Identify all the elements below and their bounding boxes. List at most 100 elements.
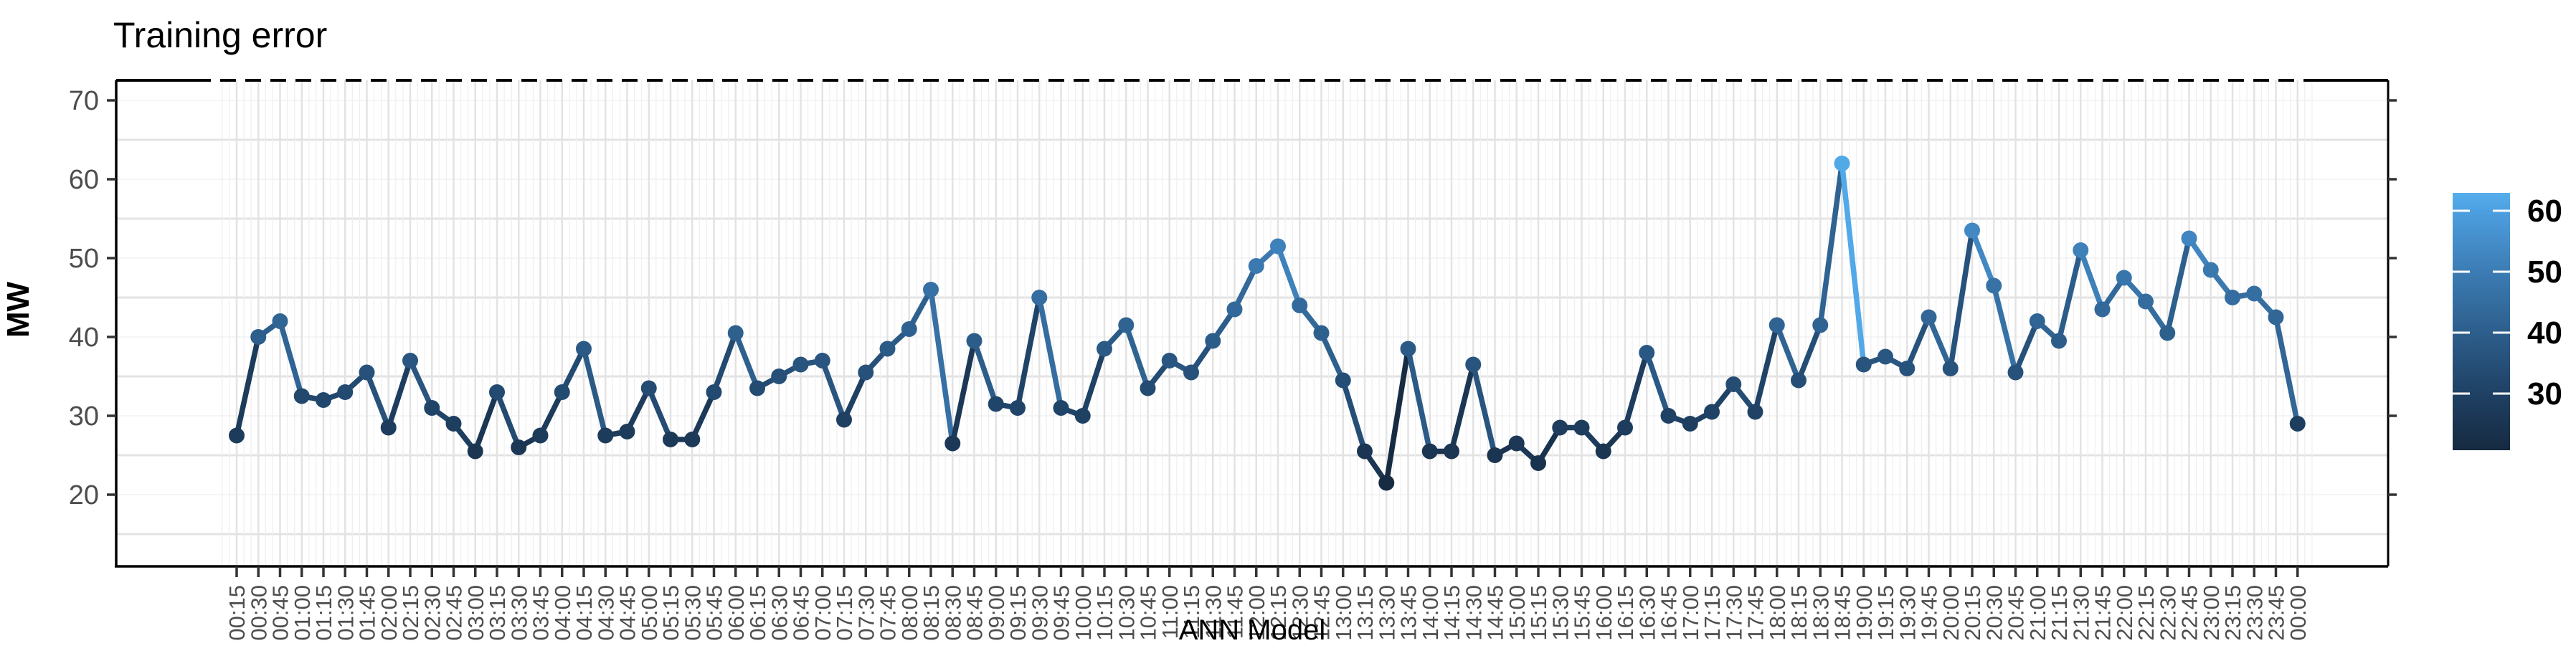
x-tick-label: 23:30	[2242, 585, 2267, 641]
legend-gradient-bar	[2453, 193, 2510, 450]
data-point	[229, 427, 245, 444]
x-tick-label: 01:45	[355, 585, 380, 641]
x-tick-label: 04:30	[593, 585, 618, 641]
data-point	[1595, 443, 1611, 460]
line-segment	[841, 369, 868, 423]
y-tick-label: 20	[69, 480, 99, 510]
line-segment	[1449, 361, 1476, 455]
line-segment	[2078, 247, 2106, 313]
x-tick-label: 23:15	[2220, 585, 2245, 641]
legend-tick-label: 40	[2527, 315, 2562, 351]
data-point	[532, 427, 549, 444]
data-point	[489, 384, 505, 400]
line-segment	[1644, 350, 1672, 419]
line-segment	[407, 358, 435, 411]
data-point	[1292, 298, 1308, 313]
data-point	[402, 353, 418, 368]
x-tick-label: 05:15	[658, 585, 683, 641]
data-point	[1942, 361, 1959, 376]
x-tick-label: 12:45	[1310, 585, 1335, 641]
x-tick-label: 16:15	[1613, 585, 1638, 641]
data-point	[1573, 419, 1590, 436]
x-tick-label: 05:30	[680, 585, 705, 641]
line-segment	[1470, 361, 1498, 458]
data-point	[424, 400, 440, 416]
x-axis-title: ANN Model	[1179, 614, 1326, 646]
line-segment	[624, 385, 652, 434]
line-segment	[711, 330, 739, 395]
x-tick-label: 09:45	[1049, 585, 1074, 641]
data-point	[771, 368, 787, 384]
data-point	[836, 412, 852, 428]
data-point	[1465, 356, 1482, 373]
legend-tick-label: 50	[2527, 255, 2562, 290]
data-point	[337, 384, 354, 400]
x-tick-label: 23:00	[2199, 585, 2224, 641]
data-point	[619, 424, 635, 439]
x-tick-label: 01:00	[290, 585, 315, 641]
data-point	[1899, 361, 1916, 376]
data-point	[1074, 408, 1091, 424]
data-point	[1725, 376, 1742, 392]
data-point	[966, 333, 982, 349]
data-point	[1986, 277, 2002, 294]
line-segment	[277, 318, 305, 399]
line-segment	[733, 330, 760, 391]
line-segment	[1231, 263, 1259, 313]
data-point	[1378, 475, 1395, 491]
data-point	[1053, 400, 1069, 416]
panel-border	[115, 79, 2390, 568]
x-tick-label: 22:30	[2155, 585, 2180, 641]
y-tick-label: 60	[69, 165, 99, 195]
x-tick-label: 11:30	[1201, 585, 1226, 639]
x-tick-label: 13:30	[1374, 585, 1399, 641]
x-tick-label: 16:30	[1634, 585, 1659, 641]
x-tick-label: 10:15	[1092, 585, 1117, 641]
line-segment	[689, 389, 717, 442]
x-tick-label: 13:15	[1353, 585, 1378, 641]
x-tick-label: 15:15	[1526, 585, 1551, 641]
data-point	[1617, 419, 1633, 436]
x-tick-label: 18:15	[1786, 585, 1812, 641]
line-segment	[646, 385, 673, 442]
x-tick-label: 21:00	[2025, 585, 2050, 641]
line-segment	[2164, 235, 2192, 336]
chart-title: Training error	[113, 15, 327, 55]
x-tick-label: 05:45	[702, 585, 727, 641]
data-point	[640, 380, 657, 396]
data-point	[1335, 372, 1351, 389]
x-tick-label: 12:30	[1287, 585, 1312, 641]
x-tick-label: 17:45	[1743, 585, 1768, 641]
data-point	[2289, 416, 2306, 432]
data-point	[2246, 285, 2263, 302]
x-tick-label: 11:00	[1157, 585, 1183, 639]
line-segment	[234, 334, 261, 439]
data-point	[663, 432, 678, 447]
data-point	[1183, 364, 1199, 381]
x-tick-label: 01:15	[311, 585, 336, 641]
legend-tick-label: 60	[2527, 194, 2562, 229]
color-legend: 60 50 40 30	[2453, 193, 2562, 450]
data-point	[1357, 443, 1373, 460]
line-segment	[364, 369, 392, 431]
x-tick-label: 10:30	[1114, 585, 1139, 641]
x-tick-label: 09:30	[1027, 585, 1052, 641]
x-tick-label: 02:30	[420, 585, 445, 641]
data-point	[467, 443, 483, 460]
data-point	[2138, 293, 2154, 310]
data-point	[359, 364, 375, 381]
data-point	[2268, 309, 2284, 325]
line-segment	[1839, 161, 1867, 368]
line-segment	[1383, 346, 1411, 486]
x-tick-label: 14:30	[1461, 585, 1486, 641]
x-tick-label: 19:30	[1895, 585, 1920, 641]
line-segment	[1948, 227, 1975, 371]
data-point	[1660, 408, 1677, 424]
x-tick-label: 06:45	[789, 585, 814, 641]
data-point	[1552, 419, 1568, 436]
x-tick-label: 14:45	[1483, 585, 1508, 641]
x-tick-label: 06:00	[724, 585, 749, 641]
data-point	[576, 341, 592, 357]
x-tick-label: 07:00	[810, 585, 835, 641]
